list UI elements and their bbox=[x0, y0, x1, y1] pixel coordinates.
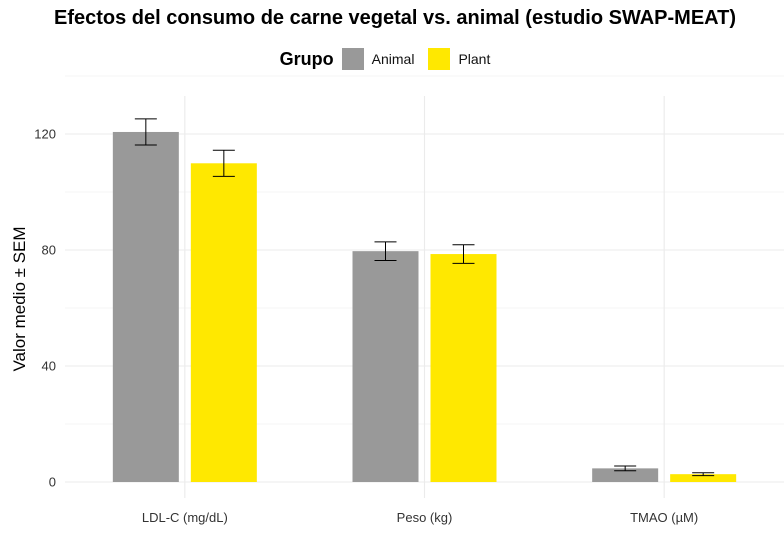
error-bar-animal bbox=[614, 465, 637, 472]
x-tick-label: LDL-C (mg/dL) bbox=[142, 510, 228, 525]
y-tick-label: 120 bbox=[34, 127, 56, 142]
legend-item-plant: Plant bbox=[428, 48, 490, 70]
x-tick-label: Peso (kg) bbox=[397, 510, 453, 525]
legend-title: Grupo bbox=[279, 48, 334, 69]
legend-swatch-animal bbox=[341, 48, 364, 70]
legend-swatch-plant bbox=[428, 48, 451, 70]
x-tick-label: TMAO (µM) bbox=[630, 510, 698, 525]
error-bar-animal bbox=[374, 241, 397, 261]
y-tick-label: 0 bbox=[49, 475, 56, 490]
grid-lines bbox=[65, 75, 784, 498]
legend-item-animal: Animal bbox=[341, 48, 415, 70]
bar-animal bbox=[592, 468, 659, 482]
bar-plant bbox=[670, 474, 737, 482]
error-bar-animal bbox=[134, 118, 157, 146]
y-tick-label: 40 bbox=[42, 359, 56, 374]
bar-plant bbox=[430, 254, 497, 482]
y-tick-label: 80 bbox=[42, 243, 56, 258]
x-axis-ticks: LDL-C (mg/dL) Peso (kg) TMAO (µM) bbox=[142, 510, 698, 525]
bar-plant bbox=[190, 163, 257, 483]
bars bbox=[112, 131, 737, 483]
legend-label-plant: Plant bbox=[458, 51, 491, 67]
bar-animal bbox=[352, 251, 419, 482]
error-bar-plant bbox=[452, 244, 475, 264]
error-bar-plant bbox=[212, 149, 235, 177]
error-bars bbox=[134, 118, 715, 477]
error-bar-plant bbox=[692, 472, 715, 477]
legend-label-animal: Animal bbox=[371, 51, 415, 67]
legend: Grupo Animal Plant bbox=[0, 48, 784, 70]
chart-title: Efectos del consumo de carne vegetal vs.… bbox=[54, 7, 737, 29]
bar-animal bbox=[112, 131, 179, 482]
y-axis-label: Valor medio ± SEM bbox=[10, 226, 29, 371]
y-axis-ticks: 0 40 80 120 bbox=[34, 127, 56, 490]
